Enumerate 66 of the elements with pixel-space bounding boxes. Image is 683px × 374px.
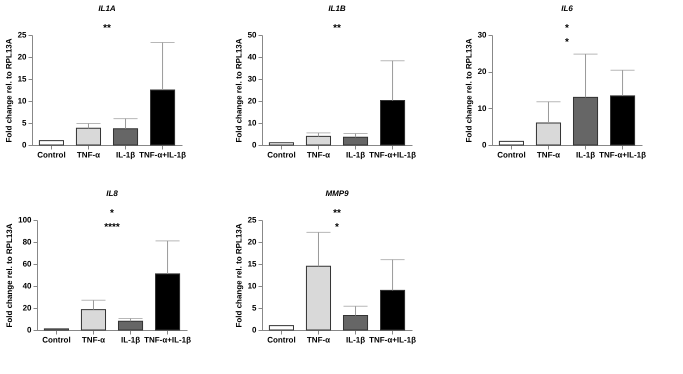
chart-title: IL6 bbox=[561, 4, 574, 13]
y-tick-label: 15 bbox=[248, 260, 258, 268]
y-tick-label: 15 bbox=[18, 74, 28, 84]
y-tick-label: 0 bbox=[27, 326, 32, 334]
text: ** bbox=[333, 208, 341, 219]
chart-title: IL1A bbox=[98, 4, 116, 13]
x-tick-label: Control bbox=[497, 150, 526, 160]
text: ** bbox=[103, 23, 111, 34]
x-tick-label: Control bbox=[267, 150, 296, 160]
y-tick-label: 10 bbox=[248, 282, 258, 290]
y-tick-label: 20 bbox=[22, 304, 32, 312]
y-tick-label: 25 bbox=[248, 216, 258, 224]
y-tick-label: 5 bbox=[22, 118, 28, 128]
x-tick-label: IL-1β bbox=[120, 336, 140, 344]
y-tick-label: 10 bbox=[478, 104, 488, 113]
x-tick-label: TNF-α+IL-1β bbox=[369, 336, 416, 344]
x-tick-label: TNF-α+IL-1β bbox=[369, 150, 416, 160]
chart-title: MMP9 bbox=[325, 189, 350, 198]
y-tick-label: 40 bbox=[248, 52, 258, 62]
x-tick-label: IL-1β bbox=[346, 150, 366, 160]
y-axis-title: Fold change rel. to RPL13A bbox=[5, 223, 14, 328]
x-tick-label: TNF-α+IL-1β bbox=[599, 150, 646, 160]
x-tick-label: TNF-α+IL-1β bbox=[144, 336, 192, 344]
text: * bbox=[110, 208, 114, 219]
y-tick-label: 20 bbox=[248, 96, 258, 106]
text: * bbox=[565, 23, 570, 34]
y-tick-label: 40 bbox=[22, 282, 32, 290]
y-tick-label: 50 bbox=[248, 30, 258, 40]
x-tick-label: TNF-α bbox=[536, 150, 560, 160]
y-tick-label: 60 bbox=[22, 260, 32, 268]
y-tick-label: 30 bbox=[478, 30, 488, 40]
y-tick-label: 0 bbox=[482, 140, 488, 150]
x-tick-label: TNF-α bbox=[306, 150, 330, 160]
y-tick-label: 5 bbox=[252, 304, 258, 312]
annotation: * bbox=[335, 222, 340, 233]
x-tick-label: Control bbox=[37, 150, 66, 160]
x-tick-label: IL-1β bbox=[576, 150, 596, 160]
x-tick-label: TNF-α bbox=[82, 336, 106, 344]
chart-title: IL8 bbox=[106, 189, 118, 198]
y-axis-title: Fold change rel. to RPL13A bbox=[464, 38, 474, 143]
x-tick-label: IL-1β bbox=[346, 336, 366, 344]
y-axis-title: Fold change rel. to RPL13A bbox=[234, 223, 244, 328]
y-tick-label: 0 bbox=[252, 326, 258, 334]
chart-title: IL1B bbox=[328, 4, 346, 13]
x-tick-label: Control bbox=[267, 336, 296, 344]
y-tick-label: 100 bbox=[18, 216, 32, 224]
y-tick-label: 0 bbox=[252, 140, 258, 150]
x-tick-label: Control bbox=[42, 336, 71, 344]
y-axis-title: Fold change rel. to RPL13A bbox=[4, 38, 14, 143]
x-tick-label: IL-1β bbox=[116, 150, 136, 160]
y-tick-label: 10 bbox=[18, 96, 28, 106]
x-tick-label: TNF-α bbox=[306, 336, 330, 344]
y-axis-title: Fold change rel. to RPL13A bbox=[234, 38, 244, 143]
y-tick-label: 25 bbox=[18, 30, 28, 40]
x-tick-label: TNF-α bbox=[76, 150, 100, 160]
annotation: **** bbox=[104, 222, 120, 233]
x-tick-label: TNF-α+IL-1β bbox=[139, 150, 186, 160]
y-tick-label: 0 bbox=[22, 140, 28, 150]
y-tick-label: 20 bbox=[248, 238, 258, 246]
text: ** bbox=[333, 23, 341, 34]
y-tick-label: 20 bbox=[478, 67, 488, 76]
annotation: * bbox=[565, 37, 570, 48]
y-tick-label: 30 bbox=[248, 74, 258, 84]
y-tick-label: 80 bbox=[22, 238, 32, 246]
y-tick-label: 20 bbox=[18, 52, 28, 62]
y-tick-label: 10 bbox=[248, 118, 258, 128]
